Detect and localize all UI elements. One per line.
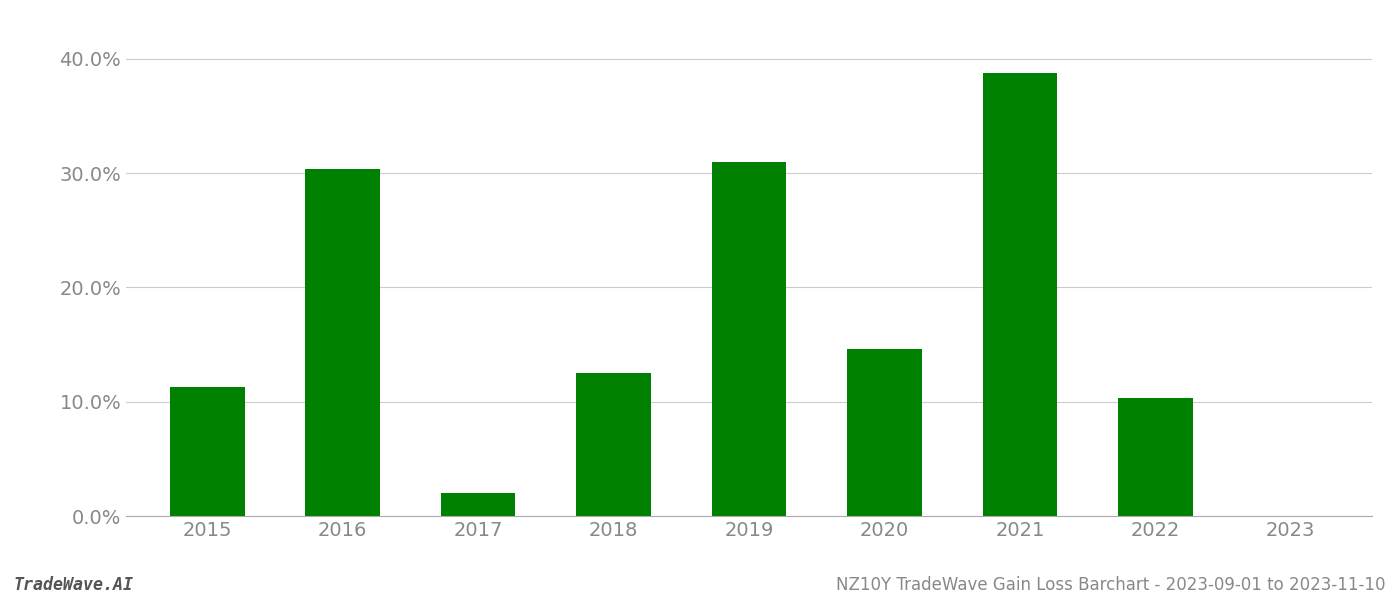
Bar — [983, 73, 1057, 516]
Bar — [711, 162, 787, 516]
Text: NZ10Y TradeWave Gain Loss Barchart - 2023-09-01 to 2023-11-10: NZ10Y TradeWave Gain Loss Barchart - 202… — [837, 576, 1386, 594]
Bar — [441, 493, 515, 516]
Bar — [577, 373, 651, 516]
Bar — [1119, 398, 1193, 516]
Bar — [305, 169, 379, 516]
Bar — [169, 387, 245, 516]
Bar — [847, 349, 921, 516]
Text: TradeWave.AI: TradeWave.AI — [14, 576, 134, 594]
